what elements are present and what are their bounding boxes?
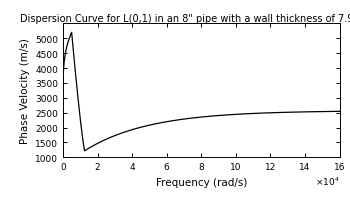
- Text: $\times 10^4$: $\times 10^4$: [315, 175, 340, 187]
- X-axis label: Frequency (rad/s): Frequency (rad/s): [155, 177, 247, 187]
- Title: Dispersion Curve for L(0,1) in an 8" pipe with a wall thickness of 7.92 mm: Dispersion Curve for L(0,1) in an 8" pip…: [20, 14, 350, 23]
- Y-axis label: Phase Velocity (m/s): Phase Velocity (m/s): [20, 38, 30, 144]
